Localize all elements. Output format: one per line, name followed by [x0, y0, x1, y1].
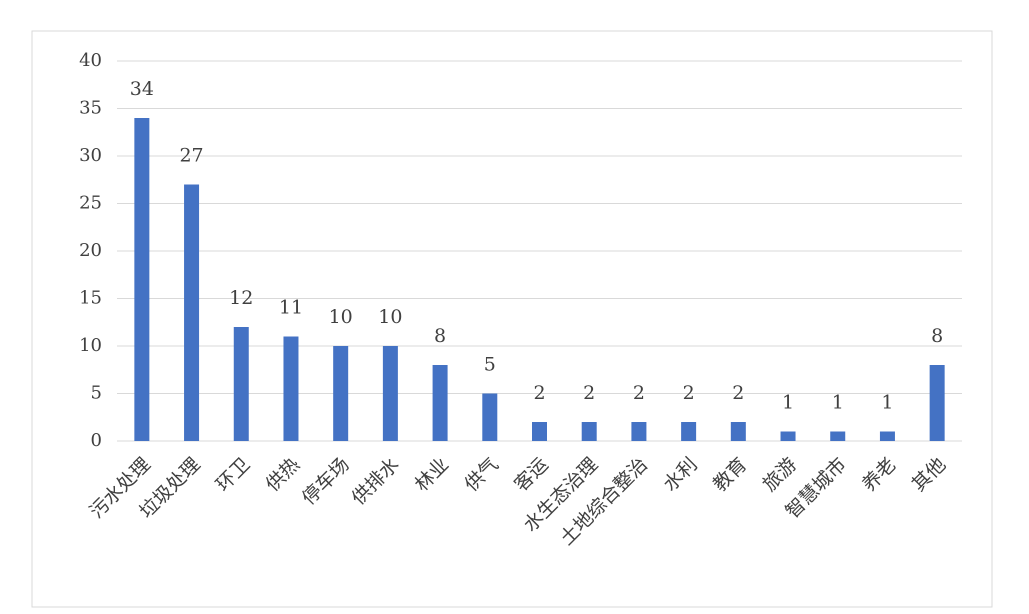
y-tick-label: 35	[79, 98, 102, 119]
bar	[382, 346, 398, 441]
bar	[681, 422, 697, 441]
data-label: 2	[732, 382, 744, 404]
data-label: 1	[782, 392, 794, 414]
bar	[233, 327, 249, 441]
bar	[730, 422, 746, 441]
data-label: 10	[378, 306, 402, 328]
bar	[532, 422, 547, 441]
data-label: 10	[329, 306, 353, 328]
bar	[333, 346, 349, 441]
bar	[283, 336, 299, 441]
data-label: 1	[881, 392, 893, 414]
bar	[184, 184, 200, 441]
data-label: 5	[484, 354, 496, 376]
bar	[631, 422, 647, 441]
data-label: 8	[434, 325, 446, 347]
y-tick-label: 40	[79, 50, 102, 71]
data-label: 8	[931, 325, 943, 347]
data-label: 34	[130, 78, 154, 100]
bar	[482, 393, 498, 441]
data-label: 2	[683, 382, 695, 404]
y-tick-label: 30	[79, 145, 102, 166]
data-label: 1	[832, 392, 844, 414]
bar	[432, 365, 448, 441]
bar	[780, 431, 796, 441]
data-label: 2	[633, 382, 645, 404]
y-tick-label: 25	[79, 193, 102, 214]
bar	[830, 431, 846, 441]
y-tick-label: 20	[79, 240, 102, 261]
data-label: 11	[279, 297, 303, 319]
chart-frame	[31, 30, 993, 608]
data-label: 2	[533, 382, 545, 404]
y-tick-label: 15	[79, 288, 102, 309]
y-tick-label: 5	[91, 383, 102, 404]
bar	[929, 365, 945, 441]
y-tick-label: 10	[79, 335, 102, 356]
data-label: 12	[229, 287, 253, 309]
data-label: 2	[583, 382, 595, 404]
bar	[879, 431, 895, 441]
data-label: 27	[179, 145, 203, 167]
y-tick-label: 0	[91, 430, 102, 451]
bar	[134, 118, 150, 441]
bar	[581, 422, 597, 441]
